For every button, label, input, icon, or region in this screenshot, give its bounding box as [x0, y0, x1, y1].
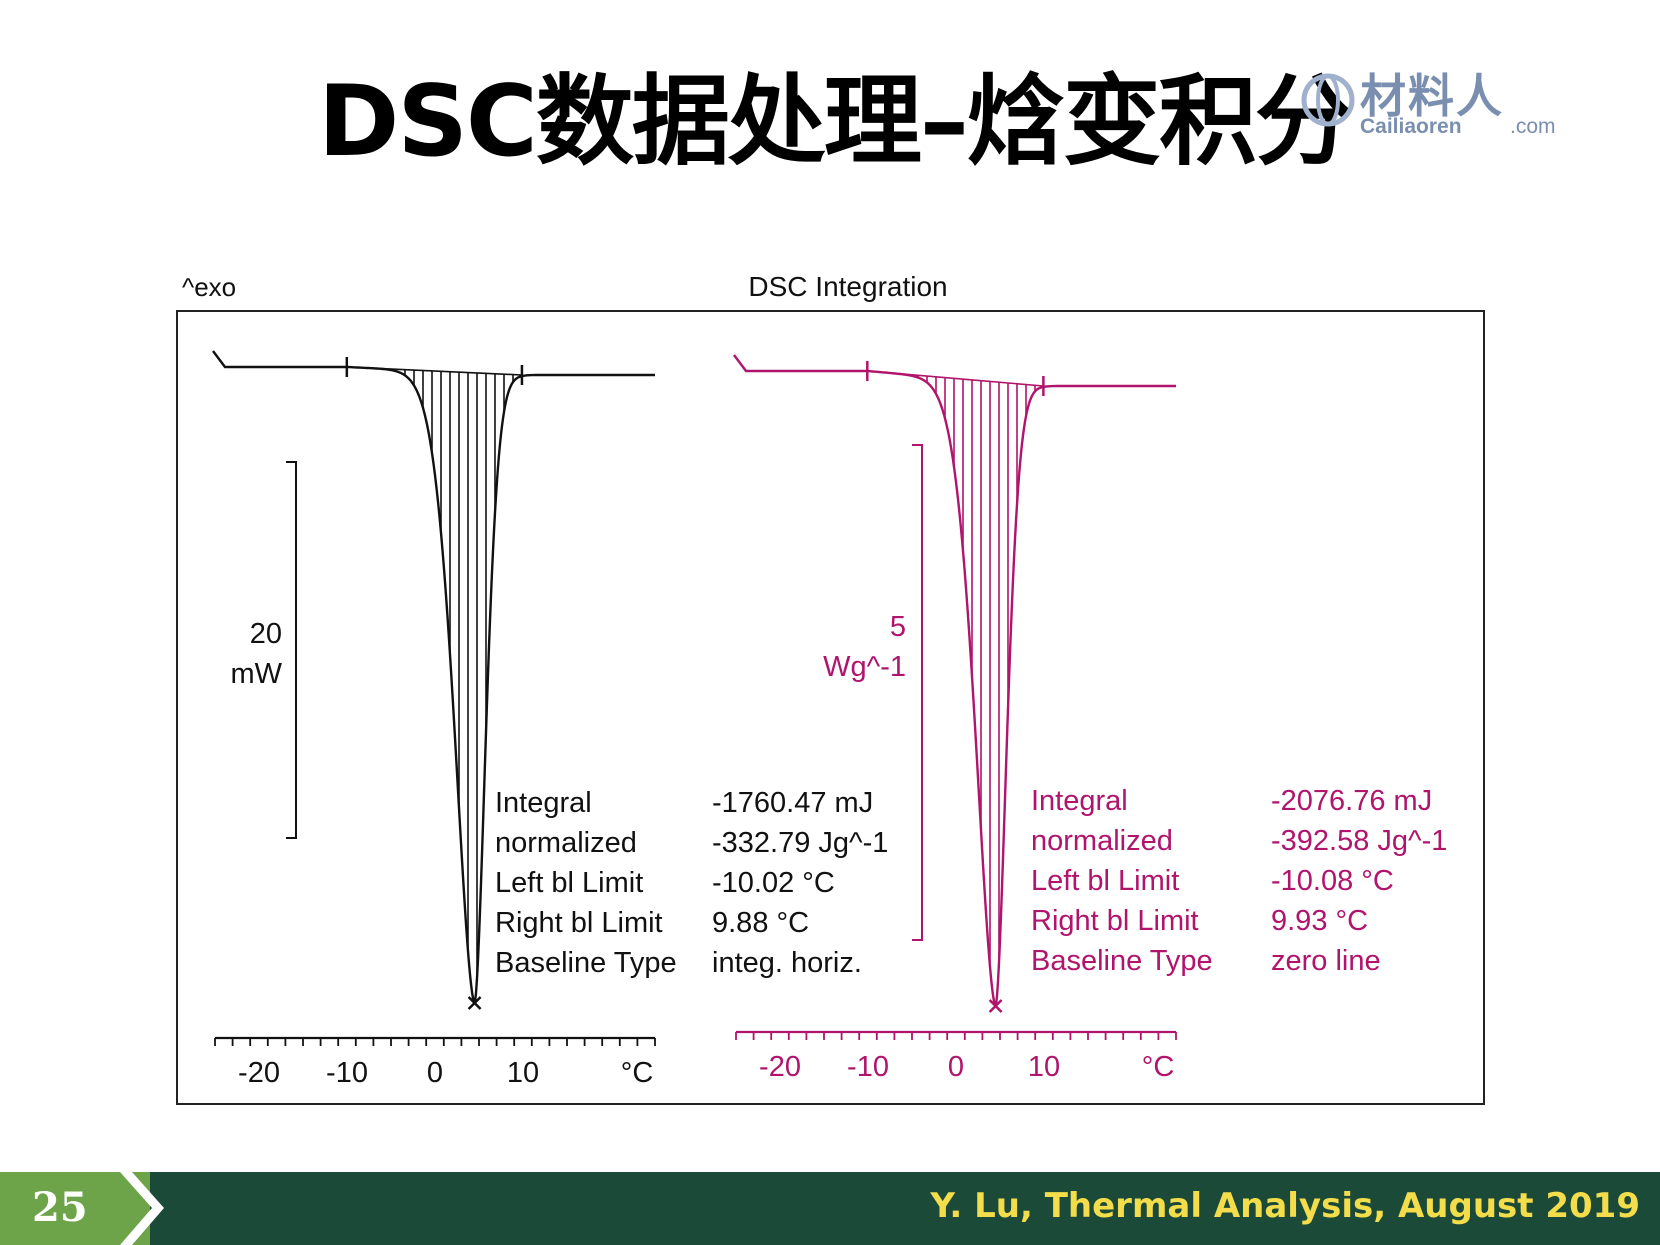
page-number: 25 — [32, 1184, 88, 1231]
result-value: -1760.47 mJ — [712, 787, 873, 819]
integration-baseline — [867, 370, 1044, 387]
dsc-curve — [733, 354, 1176, 1007]
slide-title: DSC数据处理–焓变积分 — [318, 65, 1353, 179]
scale-value: 5 — [890, 611, 906, 643]
x-tick-label: 10 — [507, 1057, 539, 1089]
dsc-panel-2: 5 Wg^-1 -20 -10 0 10 °C Integral -2076.76 mJ nor… — [733, 354, 1447, 1083]
result-label: normalized — [1031, 825, 1173, 857]
x-tick-label: -20 — [759, 1051, 801, 1083]
footer-bar — [0, 1172, 1660, 1245]
result-label: Right bl Limit — [495, 907, 663, 939]
result-label: Right bl Limit — [1031, 905, 1199, 937]
x-axis-label: °C — [621, 1057, 654, 1089]
result-label: Left bl Limit — [1031, 865, 1179, 897]
result-label: Baseline Type — [1031, 945, 1213, 977]
x-tick-label: -10 — [847, 1051, 889, 1083]
result-label: Integral — [1031, 785, 1128, 817]
result-value: 9.93 °C — [1271, 905, 1368, 937]
dsc-chart: DSC Integration ^exo 20 mW -20 -10 0 10 °C Inte… — [176, 271, 1485, 1105]
result-label: Left bl Limit — [495, 867, 643, 899]
logo-globe-icon — [1301, 73, 1355, 127]
x-axis-label: °C — [1142, 1051, 1175, 1083]
plot-frame — [176, 310, 1485, 1105]
dsc-panel-1: 20 mW -20 -10 0 10 °C Integral -1760.47 mJ norma… — [212, 350, 888, 1089]
logo-com-text: .com — [1510, 115, 1556, 138]
scale-unit: mW — [230, 658, 282, 690]
logo-main-text: 材料人 — [1360, 69, 1504, 123]
result-value: zero line — [1271, 945, 1381, 977]
result-label: Baseline Type — [495, 947, 677, 979]
x-tick-label: 10 — [1028, 1051, 1060, 1083]
result-value: integ. horiz. — [712, 947, 862, 979]
peak-marker — [467, 996, 482, 1010]
result-value: -10.08 °C — [1271, 865, 1394, 897]
logo-sub-text: Cailiaoren — [1360, 115, 1462, 138]
footer-citation: Y. Lu, Thermal Analysis, August 2019 — [930, 1186, 1640, 1226]
chevron-right-icon — [120, 1172, 164, 1245]
scale-value: 20 — [250, 618, 282, 650]
dsc-curve — [212, 350, 655, 1004]
result-value: -2076.76 mJ — [1271, 785, 1432, 817]
result-value: -332.79 Jg^-1 — [712, 827, 888, 859]
page-number-badge: 25 — [0, 1172, 150, 1245]
result-value: -392.58 Jg^-1 — [1271, 825, 1447, 857]
x-tick-label: 0 — [427, 1057, 443, 1089]
x-tick-label: -10 — [326, 1057, 368, 1089]
result-value: -10.02 °C — [712, 867, 835, 899]
scale-unit: Wg^-1 — [823, 651, 906, 683]
result-label: Integral — [495, 787, 592, 819]
integration-baseline — [346, 366, 522, 376]
result-label: normalized — [495, 827, 637, 859]
x-tick-label: -20 — [238, 1057, 280, 1089]
exo-label: ^exo — [182, 272, 236, 302]
scale-bar — [286, 461, 297, 839]
scale-bar — [912, 444, 923, 941]
cailiaoren-logo: 材料人 Cailiaoren .com — [1300, 60, 1580, 140]
x-tick-label: 0 — [948, 1051, 964, 1083]
result-value: 9.88 °C — [712, 907, 809, 939]
chart-title: DSC Integration — [748, 271, 947, 302]
peak-marker — [988, 999, 1003, 1013]
